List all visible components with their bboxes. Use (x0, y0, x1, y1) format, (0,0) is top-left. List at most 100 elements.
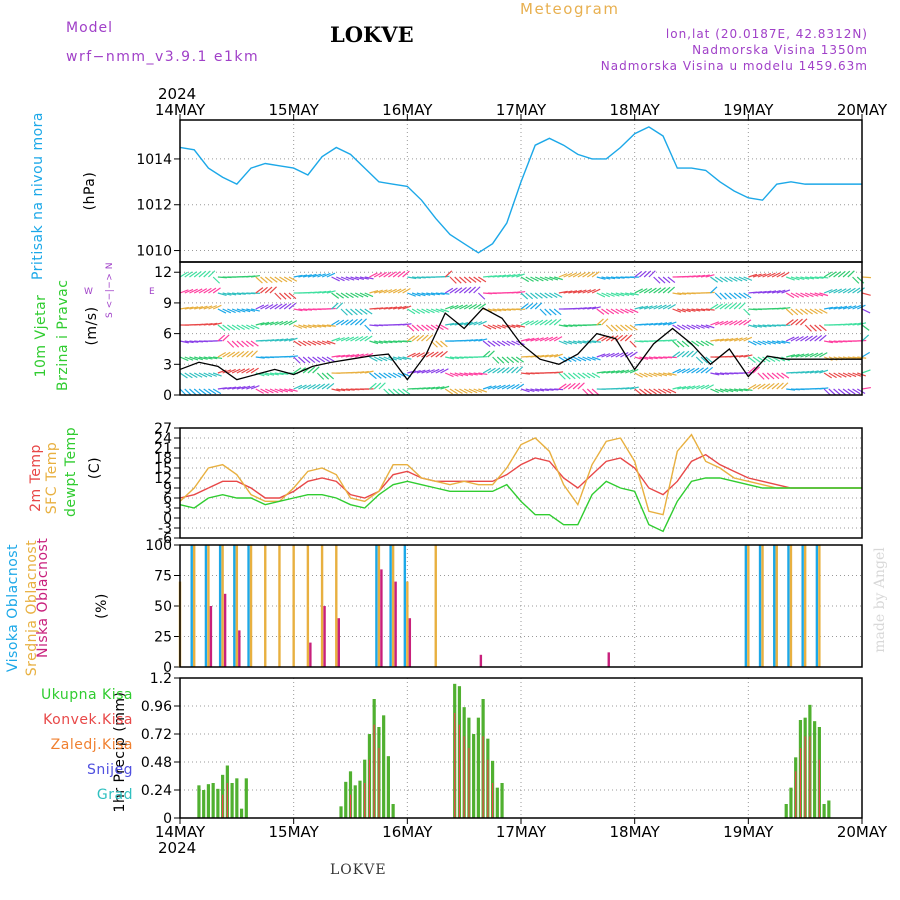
wind-barb (383, 340, 393, 344)
wind-barb (596, 318, 604, 326)
wind-barb (449, 287, 458, 294)
wind-barb (373, 372, 382, 379)
wind-barb (719, 372, 729, 375)
wind-barb (804, 335, 813, 342)
wind-barb (402, 388, 411, 395)
wind-barb (700, 384, 710, 390)
wind-barb (459, 321, 469, 326)
cloud-ytick-label: 25 (154, 630, 172, 646)
wind-barb (511, 356, 520, 363)
wind-barb (525, 388, 535, 393)
wind-barb (255, 388, 264, 394)
wind-barb (800, 353, 810, 358)
wind-barb (269, 303, 278, 310)
wind-barb (274, 292, 282, 300)
wind-barb (293, 308, 303, 312)
cloud-high-bar (787, 545, 790, 667)
wind-barb (743, 336, 753, 342)
wind-barb (283, 292, 292, 300)
wind-barb (492, 308, 502, 312)
wind-barb (445, 356, 455, 360)
cloud-frame (179, 544, 863, 668)
temp-ytick-label: 21 (154, 441, 172, 457)
wind-barb (833, 340, 843, 343)
wind-barb (421, 308, 430, 314)
wind-barb (833, 271, 842, 278)
wind-barb (435, 386, 445, 390)
precip-conv-bar (368, 759, 371, 818)
wind-barb (781, 289, 791, 294)
wind-barb (430, 368, 440, 374)
cloud-high-bar (744, 545, 748, 667)
wind-barb (819, 387, 829, 390)
precip-conv-bar (378, 748, 380, 818)
wind-barb (691, 350, 699, 358)
precip-total-bar (353, 785, 357, 818)
wind-barb (435, 308, 445, 313)
wind-barb (506, 356, 515, 364)
wind-barb (454, 276, 462, 284)
wind-barb (553, 353, 563, 358)
wind-barb (601, 318, 609, 326)
wind-barb (586, 271, 596, 278)
wind-barb (445, 322, 455, 326)
wind-barb (246, 324, 255, 330)
wind-barb (809, 276, 819, 280)
wind-barb (350, 353, 360, 358)
wind-barb (838, 372, 847, 378)
wind-barb (397, 388, 406, 396)
wind-barb (572, 382, 581, 390)
wind-barb (207, 270, 216, 278)
wind-barb (293, 384, 303, 390)
wind-barb (397, 288, 407, 294)
wind-barb (676, 340, 685, 348)
wind-barb (733, 388, 744, 392)
wind-barb (492, 324, 502, 330)
wind-barb (710, 338, 720, 342)
wind-barb (781, 271, 790, 278)
wind-barb (421, 369, 431, 374)
wind-barb (345, 308, 353, 316)
wind-barb (501, 274, 511, 278)
wind-barb (805, 276, 815, 280)
wind-barb (222, 292, 232, 296)
wind-barb (198, 288, 208, 294)
wind-barb (582, 289, 592, 294)
wind-barb (677, 385, 687, 390)
wind-barb (416, 308, 426, 314)
wind-barb (331, 388, 341, 392)
wind-barb (440, 324, 449, 330)
legend-frz-rain: Zaledj.Kisa (50, 737, 133, 753)
wind-barb (482, 324, 492, 330)
wind-barb (335, 319, 345, 326)
wind-barb (369, 356, 378, 362)
wind-barb (236, 292, 246, 295)
wind-barb (203, 287, 212, 294)
cloud-high-bar (233, 545, 236, 667)
wind-barb (492, 274, 502, 278)
wind-barb (748, 324, 758, 329)
wind-barb (804, 324, 812, 332)
compass-w: W (84, 287, 93, 297)
wind-barb (800, 318, 808, 326)
wind-barb (847, 322, 857, 326)
wind-barb (350, 276, 360, 281)
wind-barb (530, 302, 538, 310)
wind-barb (231, 386, 241, 390)
wind-barb (781, 306, 791, 310)
wind-barb (284, 388, 293, 393)
wind-barb (227, 368, 236, 374)
precip-total-bar (216, 788, 220, 818)
wind-barb (852, 356, 862, 360)
wind-barb (402, 323, 412, 326)
wind-barb (696, 324, 705, 329)
wind-barb (511, 340, 520, 346)
wind-barb (388, 288, 397, 294)
cloud-high-bar (815, 545, 819, 667)
wind-barb (771, 289, 781, 294)
wind-barb (828, 306, 838, 310)
wind-barb (681, 368, 691, 374)
wind-barb (193, 372, 203, 378)
precip-conv-bar (809, 736, 811, 818)
precip-total-bar (784, 804, 788, 818)
